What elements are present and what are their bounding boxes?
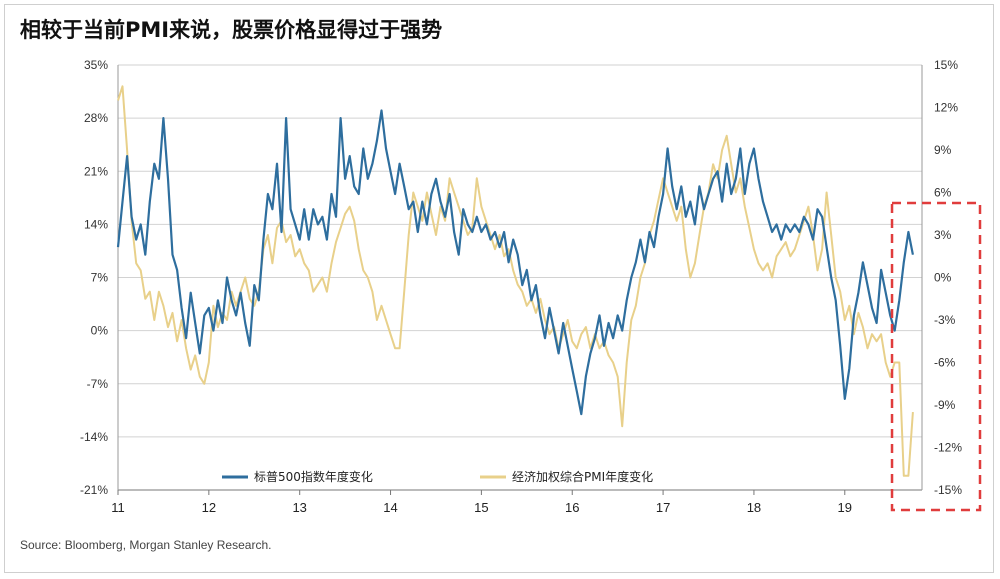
y-left-tick-label: 35% [84,58,108,72]
y-right-tick-label: 15% [934,58,958,72]
legend: 标普500指数年度变化 经济加权综合PMI年度变化 [222,469,653,484]
x-tick-label: 11 [111,500,125,515]
y-right-tick-label: 12% [934,101,958,115]
highlight-box [890,201,982,512]
gridlines [118,64,922,491]
y-left-tick-label: -21% [80,483,108,497]
x-tick-label: 18 [747,500,761,515]
y-axis-right: 15% 12% 9% 6% 3% 0% -3% -6% -9% -12% -15% [921,58,962,497]
y-right-tick-label: 6% [934,186,952,200]
series-lines [116,85,914,477]
source-note: Source: Bloomberg, Morgan Stanley Resear… [20,538,272,552]
page-title: 相较于当前PMI来说，股票价格显得过于强势 [20,18,443,42]
x-tick-label: 13 [292,500,306,515]
x-tick-label: 17 [656,500,670,515]
y-left-tick-label: 21% [84,164,108,178]
y-left-tick-label: 14% [84,217,108,231]
x-tick-label: 12 [202,500,216,515]
y-right-tick-label: -9% [934,398,956,412]
y-right-tick-label: 0% [934,271,952,285]
x-tick-label: 14 [383,500,397,515]
y-right-tick-label: -15% [934,483,962,497]
y-right-tick-label: -12% [934,441,962,455]
y-left-tick-label: 7% [91,271,109,285]
x-tick-label: 15 [474,500,488,515]
y-left-tick-label: -14% [80,430,108,444]
legend-item-sp500-label: 标普500指数年度变化 [254,469,373,484]
y-right-tick-label: -6% [934,356,956,370]
x-tick-label: 16 [565,500,579,515]
y-left-tick-label: 28% [84,111,108,125]
y-axis-left: 35% 28% 21% 14% 7% 0% -7% -14% -21% [80,58,119,497]
highlight-dashed-box [890,201,982,512]
y-left-tick-label: -7% [87,377,109,391]
y-right-tick-label: -3% [934,313,956,327]
legend-item-pmi-label: 经济加权综合PMI年度变化 [512,469,653,484]
x-axis: 11 12 13 14 15 16 17 18 19 [111,490,852,515]
x-tick-label: 19 [838,500,852,515]
y-left-tick-label: 0% [91,324,109,338]
y-right-tick-label: 9% [934,143,952,157]
series-line-pmi [117,85,914,477]
y-right-tick-label: 3% [934,228,952,242]
series-line-sp500 [116,109,914,416]
